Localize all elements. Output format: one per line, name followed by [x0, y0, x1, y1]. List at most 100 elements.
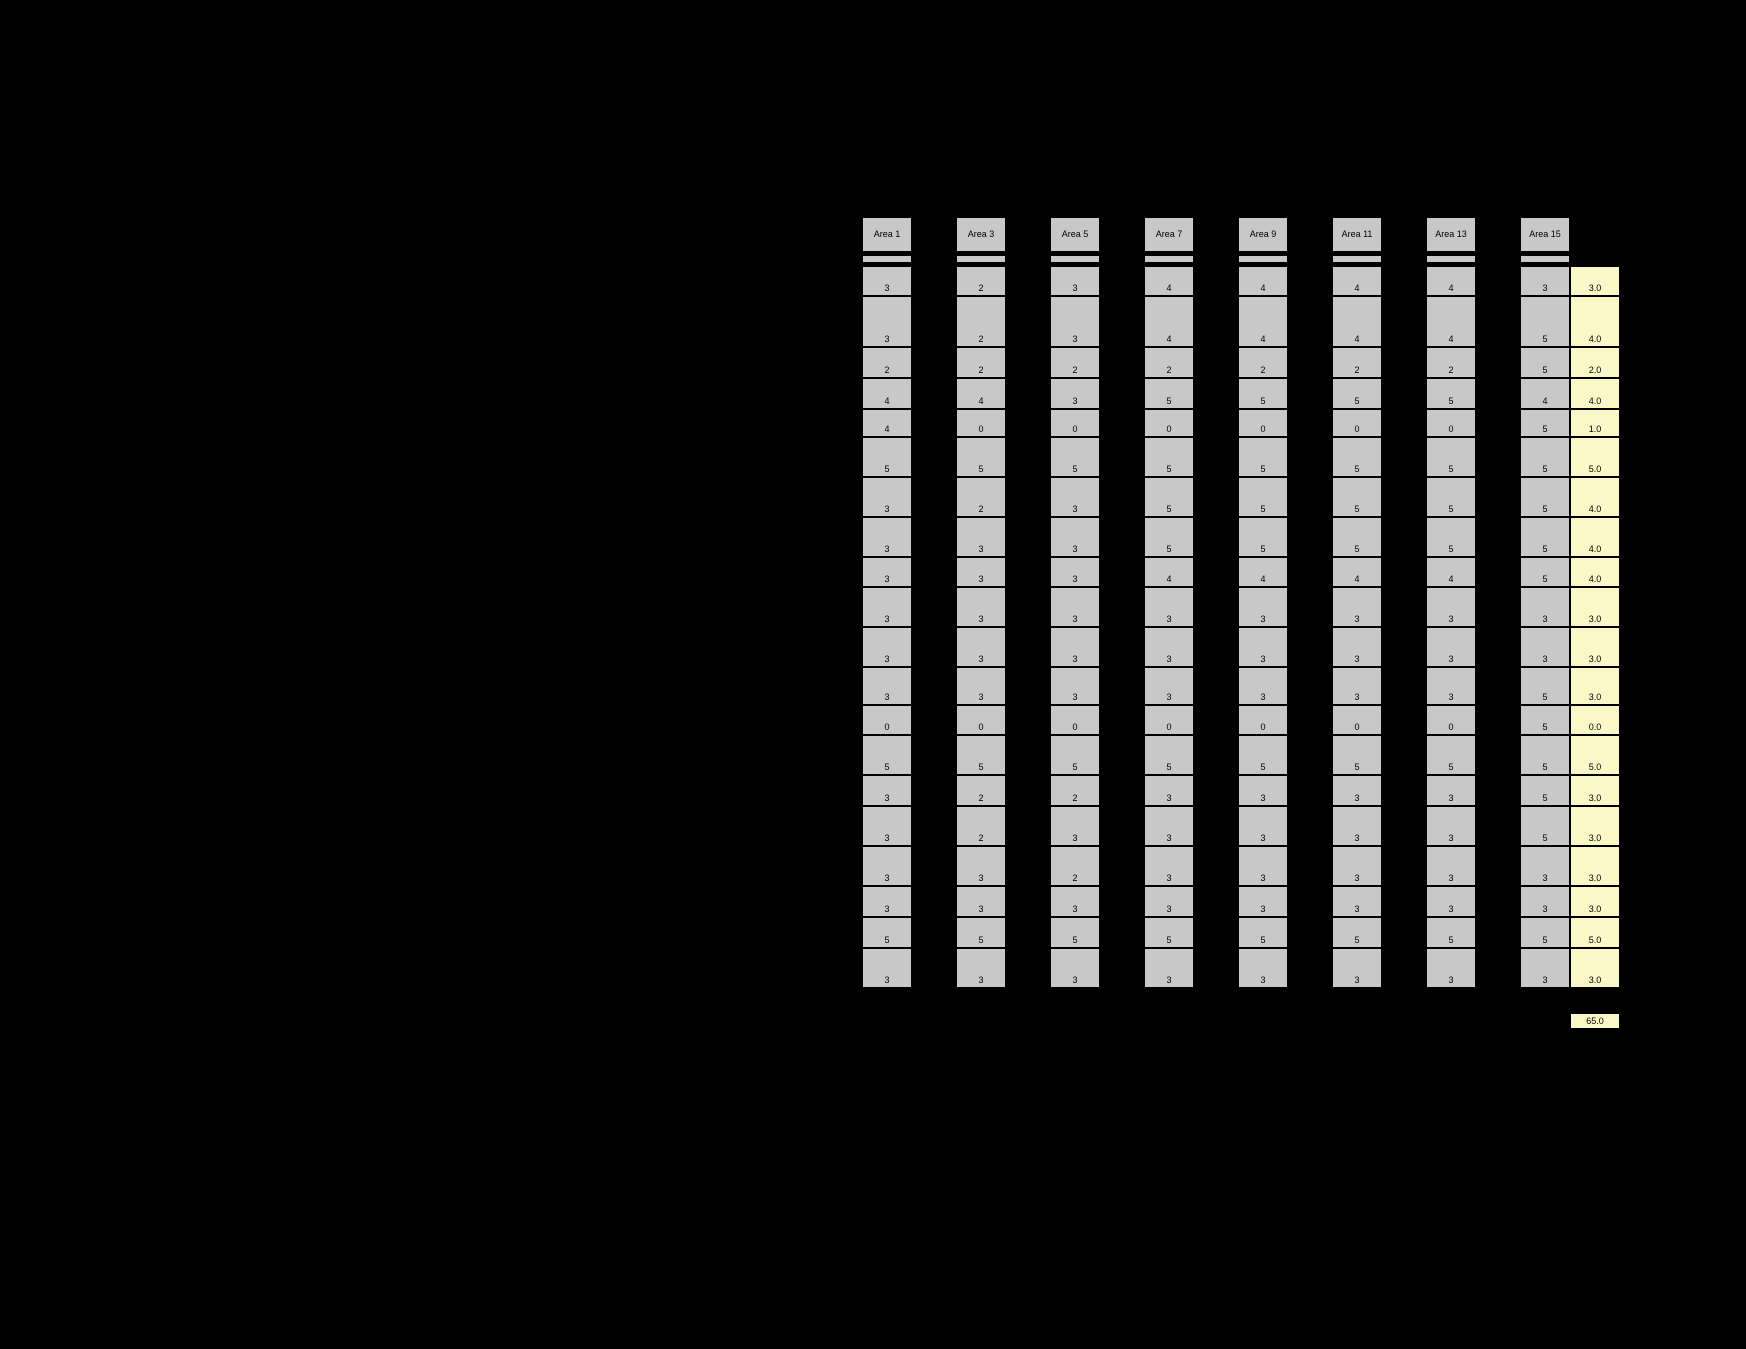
score-cell: 0: [862, 705, 912, 735]
score-cell: 5: [862, 917, 912, 948]
score-cell: 3: [1238, 775, 1288, 806]
area-header: Area 3: [956, 217, 1006, 252]
score-cell: 3: [1520, 587, 1570, 627]
score-cell: 3: [956, 667, 1006, 705]
score-cell: 3: [862, 948, 912, 988]
score-cell: 3: [1332, 667, 1382, 705]
score-cell: 3: [862, 517, 912, 557]
score-cell: 3: [862, 806, 912, 846]
score-cell: 5: [1426, 517, 1476, 557]
score-cell: 3: [1332, 587, 1382, 627]
score-cell: 0: [1238, 409, 1288, 437]
area-header: Area 13: [1426, 217, 1476, 252]
header-stub: [1520, 255, 1570, 263]
score-cell: 3: [1426, 886, 1476, 917]
score-cell: 4: [1144, 296, 1194, 347]
score-cell: 3: [862, 266, 912, 296]
row-average: 3.0: [1570, 627, 1620, 667]
score-cell: 5: [1050, 735, 1100, 775]
score-cell: 4: [1332, 296, 1382, 347]
score-cell: 3: [1332, 948, 1382, 988]
score-cell: 3: [1520, 886, 1570, 917]
score-cell: 3: [956, 517, 1006, 557]
score-cell: 3: [1520, 627, 1570, 667]
score-cell: 3: [956, 557, 1006, 587]
score-cell: 3: [1050, 296, 1100, 347]
score-cell: 3: [1050, 627, 1100, 667]
score-cell: 3: [1050, 378, 1100, 409]
score-cell: 5: [956, 735, 1006, 775]
row-average: 1.0: [1570, 409, 1620, 437]
score-cell: 5: [1144, 735, 1194, 775]
score-cell: 5: [1144, 378, 1194, 409]
score-cell: 3: [1238, 587, 1288, 627]
score-cell: 5: [1520, 517, 1570, 557]
score-cell: 5: [1238, 477, 1288, 517]
score-cell: 3: [1520, 948, 1570, 988]
score-cell: 2: [1050, 775, 1100, 806]
score-cell: 3: [1332, 886, 1382, 917]
score-cell: 5: [1426, 378, 1476, 409]
score-cell: 5: [1144, 517, 1194, 557]
score-cell: 3: [956, 587, 1006, 627]
row-average: 3.0: [1570, 886, 1620, 917]
score-cell: 3: [1144, 886, 1194, 917]
score-cell: 2: [956, 806, 1006, 846]
score-cell: 3: [862, 477, 912, 517]
row-average: 3.0: [1570, 266, 1620, 296]
score-cell: 4: [1238, 266, 1288, 296]
area-header: Area 5: [1050, 217, 1100, 252]
row-average: 3.0: [1570, 948, 1620, 988]
score-cell: 3: [1238, 948, 1288, 988]
score-cell: 5: [1520, 735, 1570, 775]
score-cell: 3: [1238, 846, 1288, 886]
score-cell: 5: [1426, 477, 1476, 517]
row-average: 3.0: [1570, 667, 1620, 705]
header-stub: [956, 255, 1006, 263]
score-cell: 2: [1332, 347, 1382, 378]
score-cell: 3: [1144, 846, 1194, 886]
header-stub: [1426, 255, 1476, 263]
score-cell: 3: [1144, 775, 1194, 806]
row-average: 5.0: [1570, 735, 1620, 775]
score-cell: 3: [1238, 627, 1288, 667]
score-cell: 3: [1238, 806, 1288, 846]
score-cell: 3: [956, 886, 1006, 917]
score-cell: 2: [1050, 846, 1100, 886]
score-cell: 2: [1238, 347, 1288, 378]
score-cell: 3: [862, 557, 912, 587]
score-cell: 5: [956, 917, 1006, 948]
scorecard-grid: Area 1Area 3Area 5Area 7Area 9Area 11Are…: [0, 0, 1746, 1349]
score-cell: 3: [1050, 517, 1100, 557]
row-average: 4.0: [1570, 378, 1620, 409]
score-cell: 3: [956, 846, 1006, 886]
score-cell: 3: [1426, 846, 1476, 886]
area-header: Area 9: [1238, 217, 1288, 252]
score-cell: 2: [1144, 347, 1194, 378]
score-cell: 3: [1050, 667, 1100, 705]
score-cell: 3: [1426, 667, 1476, 705]
score-cell: 5: [1050, 917, 1100, 948]
row-average: 2.0: [1570, 347, 1620, 378]
score-cell: 4: [1426, 296, 1476, 347]
grand-total: 65.0: [1570, 1013, 1620, 1029]
score-cell: 3: [1332, 775, 1382, 806]
score-cell: 3: [862, 886, 912, 917]
score-cell: 5: [1238, 735, 1288, 775]
score-cell: 3: [1144, 948, 1194, 988]
score-cell: 5: [1332, 437, 1382, 477]
score-cell: 3: [1050, 266, 1100, 296]
score-cell: 5: [1520, 917, 1570, 948]
header-stub: [1332, 255, 1382, 263]
row-average: 0.0: [1570, 705, 1620, 735]
score-cell: 5: [1520, 296, 1570, 347]
row-average: 4.0: [1570, 477, 1620, 517]
score-cell: 5: [1144, 477, 1194, 517]
score-cell: 5: [1332, 517, 1382, 557]
score-cell: 3: [1332, 846, 1382, 886]
row-average: 3.0: [1570, 846, 1620, 886]
score-cell: 0: [956, 705, 1006, 735]
score-cell: 3: [1238, 886, 1288, 917]
score-cell: 2: [956, 775, 1006, 806]
score-cell: 5: [1332, 735, 1382, 775]
